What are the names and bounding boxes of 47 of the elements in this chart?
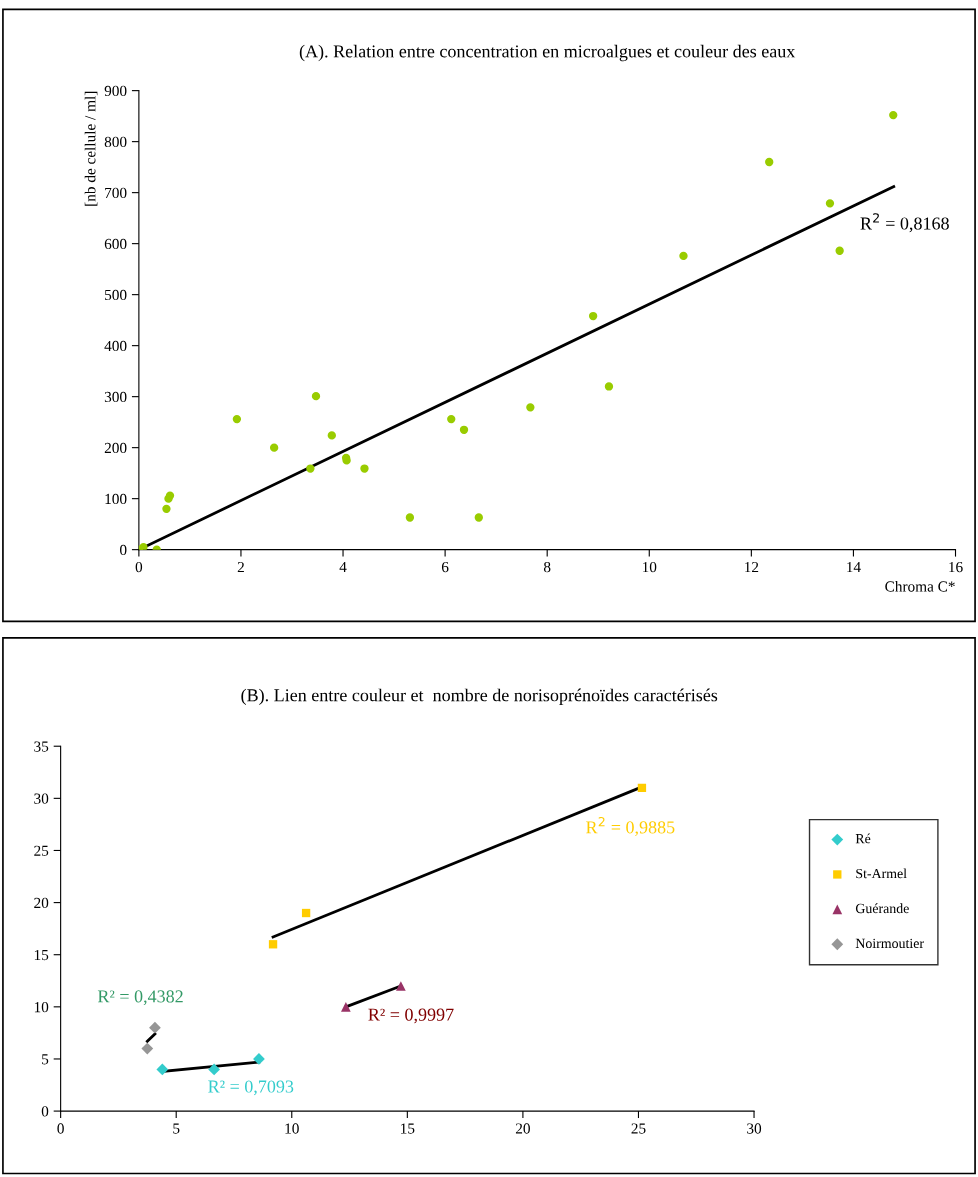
y-tick-label: 500 xyxy=(105,289,127,301)
y-tick-label: 900 xyxy=(104,85,127,97)
y-tick-label: 15 xyxy=(34,949,49,961)
x-tick-label: 4 xyxy=(339,562,347,573)
y-tick-label: 100 xyxy=(105,493,127,505)
x-tick-label: 15 xyxy=(401,1123,415,1134)
y-tick-label: 700 xyxy=(105,187,127,199)
y-tick-label: 600 xyxy=(104,238,127,250)
x-tick-label: 10 xyxy=(642,561,657,573)
legend-label: St-Armel xyxy=(856,868,907,879)
y-tick-label: 200 xyxy=(104,442,127,454)
y-tick-label: 20 xyxy=(34,897,49,909)
x-tick-label: 6 xyxy=(441,561,449,573)
legend-label: Noirmoutier xyxy=(855,938,924,949)
legend-label: Ré xyxy=(855,833,871,844)
y-tick-label: 800 xyxy=(104,136,127,148)
y-tick-label: 0 xyxy=(120,544,127,556)
y-tick-label: 30 xyxy=(34,793,49,804)
y-tick-label: 25 xyxy=(34,845,49,856)
x-tick-label: 20 xyxy=(515,1123,530,1134)
legend-label: Guérande xyxy=(855,903,909,914)
y-tick-label: 300 xyxy=(104,391,127,403)
annotation: R² = 0,4382 xyxy=(97,990,183,1006)
x-tick-label: 10 xyxy=(285,1123,299,1134)
annotation: R² = 0,7093 xyxy=(208,1080,294,1096)
x-tick-label: 0 xyxy=(135,561,143,573)
annotation: R$^{2}$ = 0,9885 xyxy=(586,816,675,837)
chart-title: (B). Lien entre couleur et nombre de norisoprénoïdes caractérisés xyxy=(241,688,718,706)
annotation: R$^{2}$ = 0,8168 xyxy=(860,213,949,233)
x-tick-label: 8 xyxy=(543,561,551,573)
x-tick-label: 2 xyxy=(237,561,244,573)
chart-title: (A). Relation entre concentration en microalgues et couleur des eaux xyxy=(299,44,796,62)
y-tick-label: 10 xyxy=(34,1001,49,1013)
y-tick-label: 5 xyxy=(42,1054,49,1065)
x-tick-label: 30 xyxy=(747,1123,762,1134)
x-tick-label: 5 xyxy=(173,1123,180,1134)
x-axis-title: Chroma C* xyxy=(885,580,955,592)
x-tick-label: 14 xyxy=(847,561,861,573)
y-tick-label: 35 xyxy=(34,741,49,752)
y-tick-label: 0 xyxy=(41,1106,49,1117)
y-axis-title: [nb de cellule / ml] xyxy=(84,91,98,206)
x-tick-label: 25 xyxy=(631,1123,646,1134)
annotation: R² = 0,9997 xyxy=(368,1008,454,1024)
x-tick-label: 0 xyxy=(57,1123,64,1134)
y-tick-label: 400 xyxy=(104,340,127,352)
x-tick-label: 16 xyxy=(949,561,963,573)
x-tick-label: 12 xyxy=(745,561,759,573)
